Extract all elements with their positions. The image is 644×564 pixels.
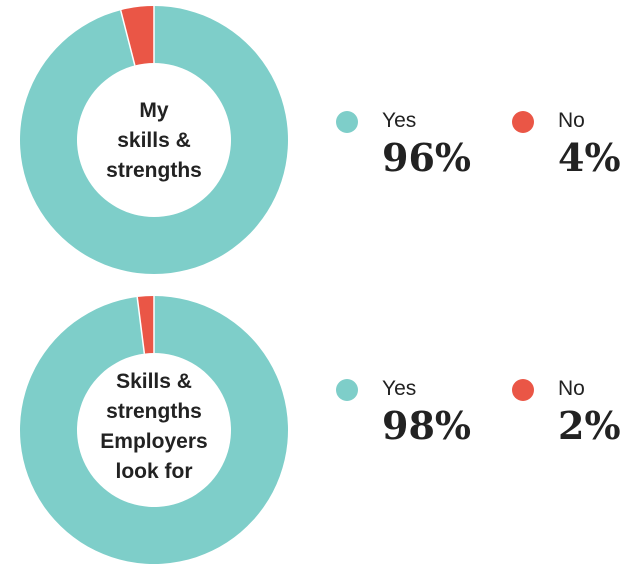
- legend-dot-no: [512, 111, 534, 133]
- donut-slice-no: [137, 296, 154, 354]
- center-label-line: strengths: [106, 159, 202, 182]
- value-label-yes: 98%: [382, 403, 471, 448]
- center-label-line: Employers: [100, 430, 208, 453]
- donut-center-label: My skills & strengths: [64, 96, 244, 186]
- center-label-line: look for: [115, 460, 193, 483]
- center-label-line: skills &: [117, 129, 191, 152]
- donut-graphic: [19, 6, 288, 274]
- value-label-no: 2%: [558, 403, 621, 448]
- donut-chart-employer-skills: Skills & strengths Employers look for Ye…: [0, 280, 644, 564]
- legend-label-yes: Yes: [382, 377, 417, 400]
- value-label-yes: 96%: [382, 135, 471, 180]
- legend-label-no: No: [558, 109, 585, 132]
- center-label-line: My: [139, 99, 169, 122]
- donut-chart-my-skills: My skills & strengths Yes 96% No 4%: [0, 0, 644, 280]
- donut-slice-yes: [19, 6, 288, 274]
- value-label-no: 4%: [558, 135, 621, 180]
- legend-label-yes: Yes: [382, 109, 417, 132]
- legend-label-no: No: [558, 377, 585, 400]
- donut-slice-no: [120, 6, 154, 66]
- donut-graphic: [19, 296, 288, 564]
- center-label-line: strengths: [106, 400, 202, 423]
- donut-center-label: Skills & strengths Employers look for: [64, 367, 244, 487]
- donut-slice-yes: [19, 296, 288, 564]
- legend-dot-yes: [336, 111, 358, 133]
- center-label-line: Skills &: [116, 370, 192, 393]
- slice-separator: [119, 10, 136, 66]
- slice-separator: [136, 296, 146, 354]
- legend-dot-no: [512, 379, 534, 401]
- legend-dot-yes: [336, 379, 358, 401]
